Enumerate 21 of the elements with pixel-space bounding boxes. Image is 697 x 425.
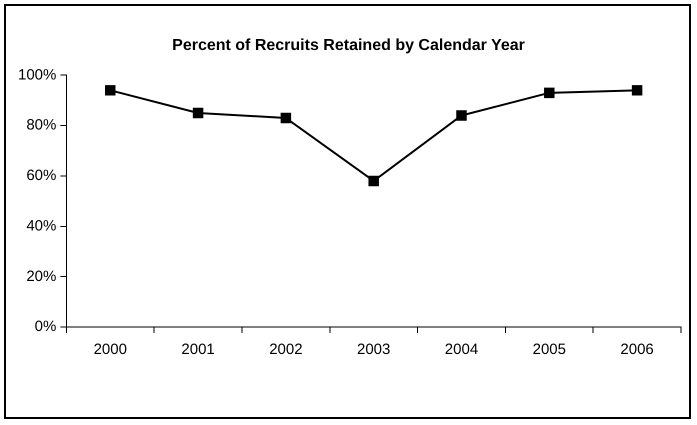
x-tick-label: 2004 xyxy=(444,341,478,358)
point xyxy=(632,85,642,96)
x-tick-label: 2000 xyxy=(94,341,127,358)
point xyxy=(368,176,379,186)
y-tick-label: 80% xyxy=(26,116,56,134)
y-tick-label: 100% xyxy=(18,66,56,84)
y-tick-label: 0% xyxy=(34,318,56,336)
y-tick-label: 60% xyxy=(26,167,56,184)
point xyxy=(192,108,204,118)
y-tick-label: 20% xyxy=(26,268,56,285)
point xyxy=(456,110,467,121)
x-tick-label: 2005 xyxy=(532,341,566,358)
point xyxy=(544,88,555,98)
chart-title: Percent of Recruits Retained by Calendar Year xyxy=(172,37,525,54)
y-tick-label: 40% xyxy=(26,217,56,234)
x-tick-label: 2006 xyxy=(620,341,654,358)
x-tick-label: 2003 xyxy=(356,341,390,358)
x-tick-label: 2001 xyxy=(181,341,215,358)
point xyxy=(105,85,116,96)
point xyxy=(280,112,292,124)
x-tick-label: 2002 xyxy=(269,341,303,358)
